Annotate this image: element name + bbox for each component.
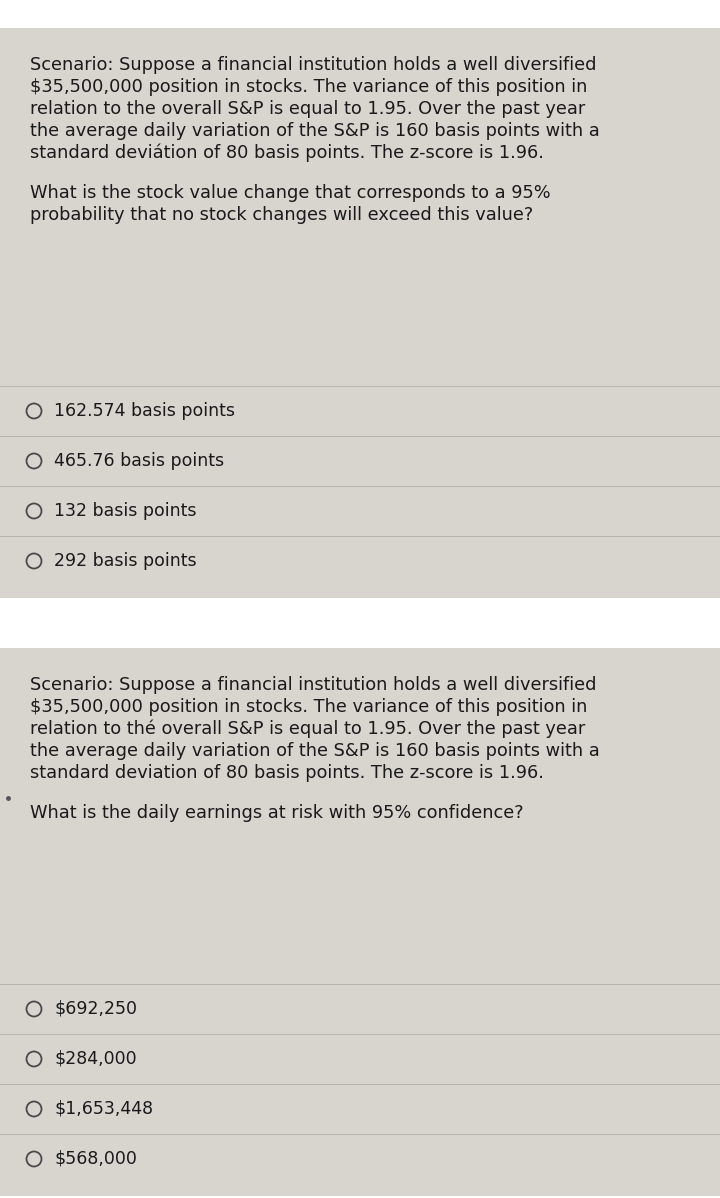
Text: $35,500,000 position in stocks. The variance of this position in: $35,500,000 position in stocks. The vari… bbox=[30, 698, 588, 716]
Text: $284,000: $284,000 bbox=[54, 1049, 137, 1067]
Text: What is the daily earnings at risk with 95% confidence?: What is the daily earnings at risk with … bbox=[30, 804, 523, 822]
Text: 132 basis points: 132 basis points bbox=[54, 502, 197, 520]
Text: 292 basis points: 292 basis points bbox=[54, 552, 197, 570]
Text: the average daily variation of the S&P is 160 basis points with a: the average daily variation of the S&P i… bbox=[30, 742, 600, 760]
Text: $692,250: $692,250 bbox=[54, 1000, 137, 1018]
Text: Scenario: Suppose a financial institution holds a well diversified: Scenario: Suppose a financial institutio… bbox=[30, 676, 596, 694]
Bar bbox=[0, 28, 720, 598]
Text: relation to the overall S&P is equal to 1.95. Over the past year: relation to the overall S&P is equal to … bbox=[30, 99, 585, 117]
Bar bbox=[0, 648, 720, 1196]
Text: Scenario: Suppose a financial institution holds a well diversified: Scenario: Suppose a financial institutio… bbox=[30, 56, 596, 74]
Text: $568,000: $568,000 bbox=[54, 1150, 137, 1168]
Text: probability that no stock changes will exceed this value?: probability that no stock changes will e… bbox=[30, 206, 534, 224]
Text: $35,500,000 position in stocks. The variance of this position in: $35,500,000 position in stocks. The vari… bbox=[30, 78, 588, 96]
Text: What is the stock value change that corresponds to a 95%: What is the stock value change that corr… bbox=[30, 184, 551, 202]
Text: standard deviátion of 80 basis points. The z-score is 1.96.: standard deviátion of 80 basis points. T… bbox=[30, 144, 544, 163]
Text: 465.76 basis points: 465.76 basis points bbox=[54, 452, 224, 470]
Text: 162.574 basis points: 162.574 basis points bbox=[54, 403, 235, 420]
Text: $1,653,448: $1,653,448 bbox=[54, 1100, 153, 1118]
Text: standard deviation of 80 basis points. The z-score is 1.96.: standard deviation of 80 basis points. T… bbox=[30, 764, 544, 782]
Text: the average daily variation of the S&P is 160 basis points with a: the average daily variation of the S&P i… bbox=[30, 122, 600, 140]
Text: relation to thé overall S&P is equal to 1.95. Over the past year: relation to thé overall S&P is equal to … bbox=[30, 720, 585, 738]
